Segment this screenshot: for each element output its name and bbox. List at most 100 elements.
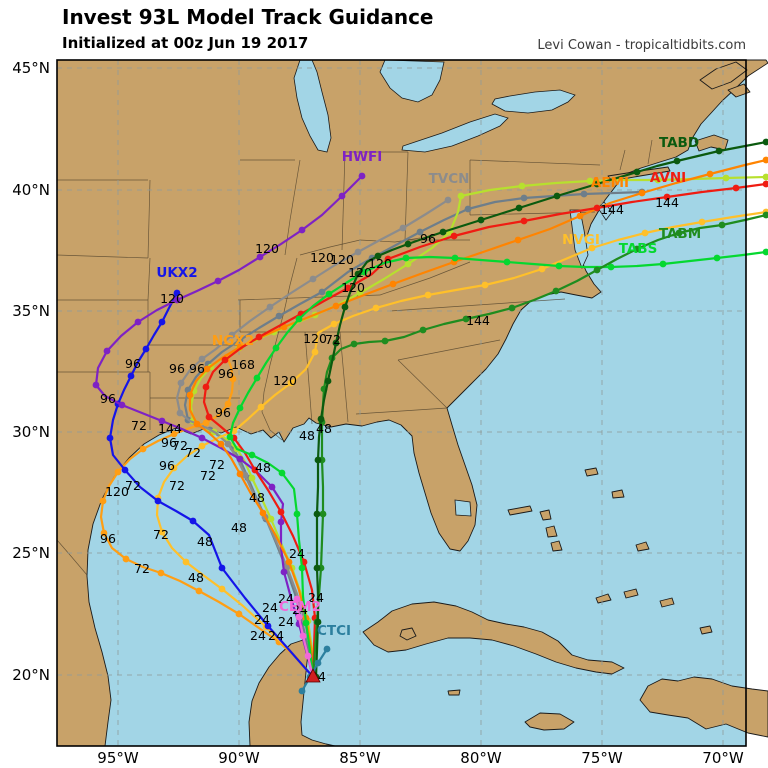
hour-label: 96	[218, 366, 234, 381]
track-point-NVGI	[330, 320, 338, 328]
border-line	[57, 299, 149, 372]
track-point-TABD	[314, 618, 322, 626]
border-line	[397, 359, 448, 409]
track-point-NGX2	[122, 555, 130, 563]
model-label-CTCI: CTCI	[317, 623, 351, 639]
landmass	[659, 597, 675, 608]
track-point-TABD	[673, 157, 681, 165]
hour-label: 120	[348, 265, 372, 280]
track-point-AEMI	[203, 365, 211, 373]
track-point-TABD	[341, 303, 349, 311]
lake	[454, 499, 472, 517]
landmass	[507, 505, 533, 516]
track-point-TABS	[503, 258, 511, 266]
track-point-TVCN	[177, 379, 185, 387]
hour-label: 96	[161, 435, 177, 450]
track-point-TABS	[298, 564, 306, 572]
landmass	[699, 61, 748, 90]
border-line	[147, 257, 151, 301]
track-point-UKX2	[106, 434, 114, 442]
lat-tick-label: 45°N	[12, 59, 50, 77]
track-point-HWFI	[280, 568, 288, 576]
landmass	[399, 627, 417, 641]
track-point-UKX2	[189, 517, 197, 525]
track-point-AVNI	[344, 284, 352, 292]
grid-layer	[57, 60, 746, 746]
track-point-TABM	[718, 221, 726, 229]
model-label-CEM2: CEM2	[279, 599, 321, 615]
track-point-NGX2	[99, 497, 107, 505]
landmass	[611, 489, 625, 499]
track-point-CEM2	[295, 613, 303, 621]
border-line	[56, 539, 88, 576]
track-point-NGX2	[114, 468, 122, 476]
track-point-TABM	[675, 229, 683, 237]
border-line	[355, 407, 448, 415]
track-point-TVCN	[309, 275, 317, 283]
track-point-GRNYEL	[586, 177, 594, 185]
track-point-HWFI	[158, 417, 166, 425]
border-line	[389, 298, 566, 312]
hour-label: 96	[169, 361, 185, 376]
landmass	[727, 83, 751, 98]
hour-label: 96	[100, 531, 116, 546]
hour-label: 168	[231, 357, 255, 372]
track-point-TABD	[313, 510, 321, 518]
track-point-TVCN	[399, 224, 407, 232]
track-point-CEM2	[299, 632, 307, 640]
hour-label: 72	[169, 478, 185, 493]
model-track-TVCN	[175, 198, 450, 679]
hour-label: 24	[254, 612, 270, 627]
track-point-AEMI	[762, 156, 768, 164]
track-point-TABM	[762, 211, 768, 219]
track-point-NVGI	[481, 281, 489, 289]
hour-label: 72	[134, 561, 150, 576]
track-point-TABM	[319, 510, 327, 518]
hour-label: 96	[215, 405, 231, 420]
model-label-HWFI: HWFI	[342, 149, 382, 165]
track-point-HWFI	[338, 192, 346, 200]
hour-label: 24	[268, 628, 284, 643]
landmass	[447, 689, 461, 696]
track-point-HWFI	[118, 401, 126, 409]
track-point-AEMI	[638, 189, 646, 197]
border-line	[56, 179, 151, 259]
hour-label: 48	[316, 421, 332, 436]
model-label-NVGI: NVGI	[562, 232, 600, 248]
hour-label: 72	[185, 445, 201, 460]
track-point-TABS	[713, 254, 721, 262]
track-point-TABD	[317, 415, 325, 423]
track-point-NGX2	[100, 529, 108, 537]
track-point-TABM	[381, 337, 389, 345]
track-point-TABS	[360, 268, 368, 276]
track-point-AVNI	[205, 413, 213, 421]
hour-label: 144	[158, 421, 182, 436]
hour-label: 72	[200, 468, 216, 483]
border-line	[339, 331, 349, 423]
track-point-UKX2	[142, 345, 150, 353]
border-line	[397, 339, 501, 361]
track-point-UKX2	[264, 622, 272, 630]
hour-label: 96	[125, 356, 141, 371]
track-point-AEMI	[514, 236, 522, 244]
track-point-UKX2	[121, 466, 129, 474]
landmass	[56, 59, 768, 747]
track-point-GRNYEL	[457, 192, 465, 200]
track-point-UKX2	[154, 497, 162, 505]
axis-labels-layer: 95°W 90°W 85°W 80°W 75°W 70°W 45°N 40°N 35°N 30°N…	[12, 59, 744, 767]
track-point-NVGI	[641, 229, 649, 237]
hour-label: 120	[255, 241, 279, 256]
landmass	[539, 509, 552, 521]
border-line	[284, 159, 301, 256]
landmass	[584, 467, 599, 477]
model-label-TVCN: TVCN	[429, 171, 470, 187]
track-point-NVGI	[218, 585, 226, 593]
track-point-TVCN	[266, 303, 274, 311]
lon-tick-label: 70°W	[702, 749, 744, 767]
hour-label: 48	[249, 490, 265, 505]
landmass	[524, 712, 575, 731]
track-point-TABS	[236, 404, 244, 412]
model-track-AVNI	[202, 182, 768, 679]
track-point-NVGI	[588, 244, 596, 252]
hour-label: 24	[308, 590, 324, 605]
